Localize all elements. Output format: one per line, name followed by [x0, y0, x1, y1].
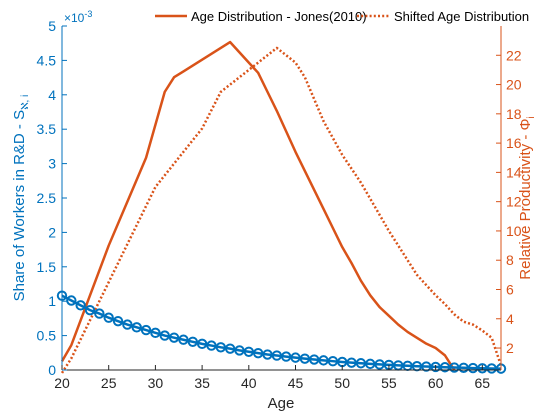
data-point-rd-share	[299, 353, 311, 364]
y-axis-right-label: Relative Productivity - Φi	[517, 116, 537, 279]
data-point-rd-share	[75, 300, 86, 311]
y-left-tick-label: 1	[48, 293, 56, 309]
data-point-rd-share	[280, 351, 292, 362]
y-axis-left-label-main: Share of Workers in R&D - S	[11, 110, 28, 301]
data-point-rd-share	[290, 352, 301, 363]
data-point-rd-share	[262, 349, 273, 360]
x-tick-label: 50	[334, 375, 350, 391]
data-point-rd-share	[243, 346, 255, 357]
axes: 20 25 30 35 40 45 50 55 60 6500.511.522.533.544.5…	[37, 18, 522, 391]
data-point-rd-share	[252, 347, 264, 359]
y-right-tick-label: 8	[506, 252, 514, 268]
y-axis-right-label-main: Relative Productivity - Φ	[517, 118, 534, 279]
y-axis-left-exponent: ×10-3	[64, 9, 92, 25]
y-left-tick-label: 4.5	[37, 52, 57, 68]
data-point-rd-share	[140, 324, 152, 336]
y-right-tick-label: 10	[506, 223, 522, 239]
y-left-tick-label: 5	[48, 18, 56, 34]
y-right-tick-label: 6	[506, 281, 514, 297]
x-tick-label: 60	[428, 375, 444, 391]
y-left-tick-label: 4	[48, 87, 56, 103]
data-point-rd-share	[318, 355, 329, 366]
data-point-rd-share	[168, 332, 180, 343]
x-tick-label: 40	[241, 375, 257, 391]
x-tick-label: 20	[54, 375, 70, 391]
y-axis-right-label-subscript: i	[526, 116, 537, 118]
y-right-tick-label: 22	[506, 47, 522, 63]
y-left-tick-label: 3	[48, 156, 56, 172]
y-left-tick-label: 1.5	[37, 259, 57, 275]
legend-label-age-distribution: Age Distribution - Jones(2010)	[191, 9, 367, 24]
data-point-rd-share	[308, 354, 320, 365]
y-left-tick-label: 2	[48, 224, 56, 240]
data-point-rd-share	[131, 322, 142, 333]
data-point-rd-share	[150, 327, 161, 339]
data-point-rd-share	[103, 312, 114, 323]
y-left-tick-label: 0	[48, 362, 56, 378]
legend: Age Distribution - Jones(2010) Shifted A…	[155, 9, 529, 24]
x-tick-label: 25	[101, 375, 117, 391]
x-tick-label: 30	[148, 375, 164, 391]
data-point-rd-share	[122, 319, 133, 330]
data-point-rd-share	[159, 330, 170, 341]
data-point-rd-share	[84, 304, 96, 316]
series-line-shifted-distribution	[60, 46, 503, 374]
y-left-tick-label: 0.5	[37, 328, 57, 344]
x-tick-label: 55	[381, 375, 397, 391]
x-axis-label: Age	[268, 395, 295, 412]
data-point-rd-share	[224, 343, 236, 354]
x-tick-label: 35	[194, 375, 210, 391]
data-point-rd-share	[196, 338, 208, 350]
data-point-rd-share	[66, 295, 77, 306]
y-right-tick-label: 20	[506, 77, 522, 93]
data-point-rd-share	[234, 345, 245, 356]
y-left-tick-label: 3.5	[37, 121, 57, 137]
y-axis-left-exponent-power: -3	[84, 9, 92, 19]
y-axis-left-exponent-base: ×10	[64, 11, 85, 25]
y-right-tick-label: 14	[506, 164, 522, 180]
y-axis-left-label-subscript: ℵ, i	[20, 95, 31, 110]
data-point-rd-share	[112, 315, 124, 327]
data-point-rd-share	[187, 336, 198, 347]
y-left-tick-label: 2.5	[37, 190, 57, 206]
x-tick-label: 45	[288, 375, 304, 391]
data-point-rd-share	[178, 334, 189, 345]
series-line-age-distribution	[60, 40, 456, 371]
y-axis-left-label: Share of Workers in R&D - Sℵ, i	[11, 95, 31, 302]
data-point-rd-share	[94, 308, 105, 319]
y-right-tick-label: 16	[506, 135, 522, 151]
data-point-rd-share	[271, 350, 283, 361]
data-point-rd-share	[215, 342, 226, 353]
plot-data	[56, 40, 507, 374]
y-right-tick-label: 4	[506, 311, 514, 327]
y-right-tick-label: 12	[506, 194, 522, 210]
x-tick-label: 65	[475, 375, 491, 391]
y-right-tick-label: 18	[506, 106, 522, 122]
data-point-rd-share	[206, 340, 217, 351]
y-right-tick-label: 2	[506, 340, 514, 356]
legend-label-shifted-distribution: Shifted Age Distribution	[394, 9, 529, 24]
